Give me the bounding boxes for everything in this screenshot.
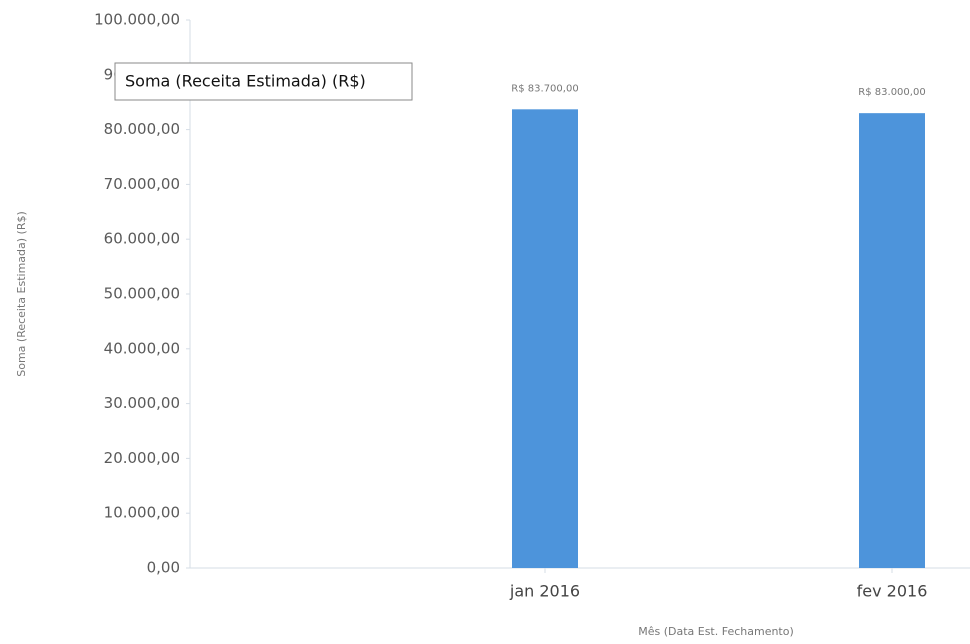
y-tick-label: 0,00 <box>147 559 180 577</box>
data-label: R$ 83.700,00 <box>511 83 578 94</box>
x-tick-label: jan 2016 <box>509 582 580 601</box>
y-tick-label: 100.000,00 <box>94 11 180 29</box>
x-tick-label: fev 2016 <box>857 582 928 601</box>
x-axis-title: Mês (Data Est. Fechamento) <box>638 625 794 638</box>
bar <box>859 113 925 568</box>
tooltip-box <box>114 62 413 101</box>
data-label: R$ 83.000,00 <box>858 87 925 98</box>
tooltip-text: Soma (Receita Estimada) (R$) <box>125 72 366 91</box>
y-tick-label: 80.000,00 <box>104 120 180 138</box>
y-tick-label: 50.000,00 <box>104 285 180 303</box>
y-tick-label: 30.000,00 <box>104 394 180 412</box>
y-tick-label: 60.000,00 <box>104 230 180 248</box>
y-tick-label: 20.000,00 <box>104 449 180 467</box>
y-tick-label: 10.000,00 <box>104 504 180 522</box>
y-tick-label: 70.000,00 <box>104 175 180 193</box>
y-tick-label: 40.000,00 <box>104 339 180 357</box>
tooltip: Soma (Receita Estimada) (R$) <box>114 62 413 101</box>
bar <box>512 109 578 568</box>
y-axis-title: Soma (Receita Estimada) (R$) <box>15 211 28 377</box>
